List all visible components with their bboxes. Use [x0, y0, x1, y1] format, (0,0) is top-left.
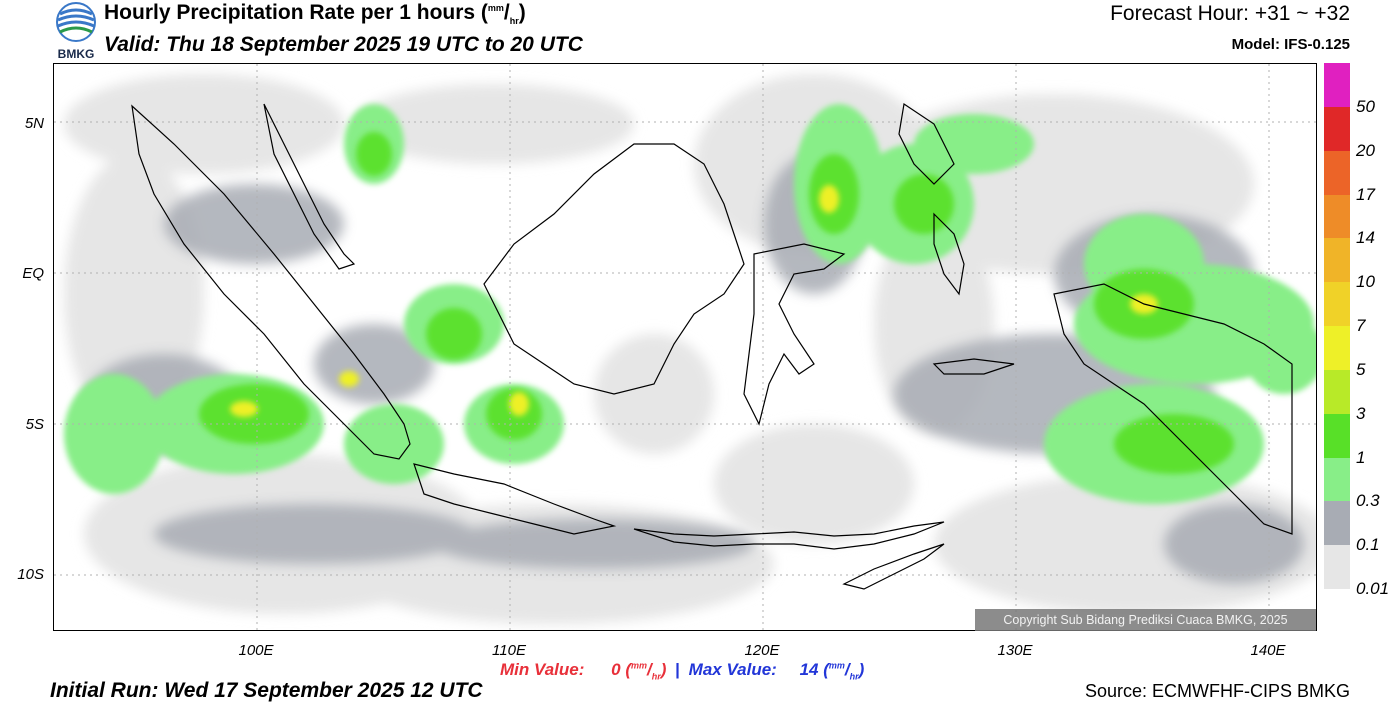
x-label-130e: 130E	[997, 642, 1033, 659]
valid-time: Valid: Thu 18 September 2025 19 UTC to 2…	[104, 33, 583, 56]
mindanao-coast	[898, 102, 955, 185]
color-bar-label: 17	[1356, 184, 1375, 204]
borneo-coast	[483, 143, 745, 395]
color-bar-segment	[1324, 150, 1350, 195]
x-label-100e: 100E	[238, 642, 274, 659]
data-source: Source: ECMWFHF-CIPS BMKG	[1084, 681, 1350, 701]
y-label-eq: EQ	[22, 265, 44, 282]
min-value: 0	[611, 660, 621, 679]
color-bar-label: 7	[1356, 316, 1366, 335]
min-max-values: Min Value: 0 (mm/hr) | Max Value: 14 (mm…	[500, 660, 864, 681]
model-label: Model: IFS-0.125	[1231, 36, 1350, 53]
java-coast	[413, 463, 617, 535]
color-bar-label: 3	[1356, 403, 1366, 423]
color-bar-label: 0.1	[1356, 535, 1380, 555]
bmkg-logo: BMKG	[56, 2, 96, 60]
color-bar-label: 10	[1356, 272, 1375, 292]
copyright-notice: Copyright Sub Bidang Prediksi Cuaca BMKG…	[975, 609, 1316, 631]
y-label-10s: 10S	[17, 566, 44, 583]
color-bar-segment	[1324, 369, 1350, 414]
x-label-110e: 110E	[492, 642, 526, 659]
nusa-tenggara-coast	[633, 521, 945, 550]
map-canvas	[54, 64, 1316, 630]
color-bar-segment	[1324, 501, 1350, 546]
new-guinea-coast	[1053, 283, 1293, 535]
coastlines	[131, 102, 1293, 590]
precipitation-map	[53, 63, 1317, 631]
color-bar	[1324, 63, 1350, 590]
chart-title: Hourly Precipitation Rate per 1 hours (m…	[104, 1, 526, 27]
color-bar-segment	[1324, 63, 1350, 107]
intense-rain-cells	[230, 185, 1158, 417]
value-separator: |	[675, 660, 680, 679]
color-bar-segment	[1324, 326, 1350, 370]
min-value-label: Min Value:	[500, 660, 585, 679]
max-value-label: Max Value:	[688, 660, 777, 679]
malay-peninsula-coast	[263, 103, 356, 270]
seram-coast	[932, 358, 1015, 375]
timor-coast	[842, 543, 945, 590]
y-label-5n: 5N	[24, 115, 44, 132]
y-label-5s: 5S	[25, 416, 44, 433]
x-label-120e: 120E	[744, 642, 780, 659]
initial-run: Initial Run: Wed 17 September 2025 12 UT…	[50, 679, 483, 702]
color-bar-segment	[1324, 545, 1350, 590]
color-bar-label: 14	[1356, 228, 1375, 248]
color-bar-segment	[1324, 457, 1350, 502]
sumatra-coast	[131, 104, 411, 460]
color-bar-segment	[1324, 282, 1350, 327]
sulawesi-coast	[743, 243, 846, 426]
color-bar-label: 50	[1356, 96, 1375, 116]
max-value-unit: (mm/hr)	[823, 660, 865, 682]
halmahera-coast	[933, 212, 965, 296]
color-bar-segment	[1324, 238, 1350, 283]
color-bar-label: 5	[1356, 359, 1366, 379]
color-bar-label: 0.3	[1356, 491, 1380, 511]
max-value: 14	[799, 660, 819, 679]
color-bar-segment	[1324, 413, 1350, 458]
color-bar-label: 0.01	[1356, 579, 1390, 598]
svg-text:BMKG: BMKG	[58, 47, 95, 60]
forecast-hour: Forecast Hour: +31 ~ +32	[1110, 2, 1350, 25]
color-bar-segment	[1324, 106, 1350, 151]
color-bar-segment	[1324, 194, 1350, 239]
color-bar-label: 1	[1356, 447, 1366, 467]
color-bar-label: 20	[1356, 140, 1375, 160]
x-label-140e: 140E	[1250, 642, 1286, 659]
min-value-unit: (mm/hr)	[625, 660, 667, 682]
